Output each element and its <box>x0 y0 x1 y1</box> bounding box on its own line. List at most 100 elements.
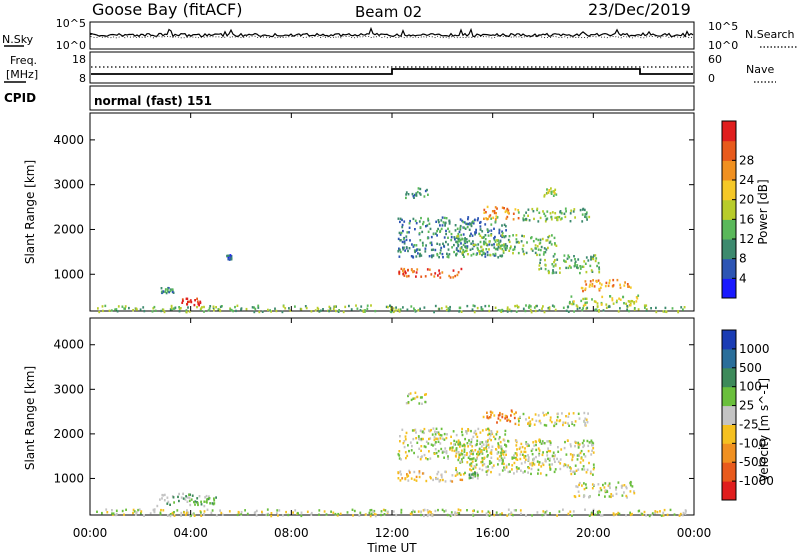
velocity-cell <box>519 457 522 461</box>
power-cell <box>411 192 414 196</box>
velocity-cell <box>659 510 661 513</box>
velocity-cell <box>437 431 440 434</box>
velocity-cell <box>163 499 166 502</box>
velocity-colorbar-cell <box>722 367 736 388</box>
velocity-cell <box>669 508 672 512</box>
power-cell <box>513 248 516 251</box>
velocity-cell <box>409 441 412 444</box>
power-cell <box>447 243 449 246</box>
velocity-ytick-label: 2000 <box>53 427 84 441</box>
power-cell <box>521 234 523 238</box>
velocity-cell <box>519 446 522 449</box>
velocity-cell <box>418 402 421 405</box>
velocity-cell <box>481 459 484 462</box>
power-cell <box>456 273 459 277</box>
velocity-cell <box>133 510 136 513</box>
power-cell <box>665 310 668 314</box>
velocity-cell <box>454 474 457 477</box>
power-cell <box>460 310 463 313</box>
power-cell <box>438 221 440 224</box>
power-cell <box>484 234 487 237</box>
power-cell <box>433 275 436 278</box>
power-cell <box>567 305 570 308</box>
velocity-cell <box>472 452 474 456</box>
power-cell <box>508 240 511 244</box>
power-cell <box>576 266 578 269</box>
velocity-cell <box>490 461 493 464</box>
velocity-cell <box>515 457 518 461</box>
power-cell <box>494 235 496 239</box>
power-cell <box>506 244 508 248</box>
power-cell <box>629 286 632 289</box>
velocity-cell <box>599 487 602 490</box>
power-cell <box>597 261 600 265</box>
velocity-cell <box>476 439 479 442</box>
velocity-cell <box>169 513 172 516</box>
power-cell <box>554 212 557 215</box>
power-cell <box>489 214 492 217</box>
velocity-cell <box>485 428 488 431</box>
power-cell <box>397 250 400 253</box>
velocity-cell <box>479 441 482 444</box>
power-cell <box>552 265 555 268</box>
power-cell <box>185 309 188 312</box>
power-cell <box>253 310 256 314</box>
velocity-cell <box>437 508 439 512</box>
power-cell <box>550 190 553 193</box>
power-cell <box>478 232 481 236</box>
power-cell <box>537 248 540 251</box>
power-scatter-region <box>181 297 202 307</box>
power-cell <box>563 212 566 215</box>
power-cell <box>488 309 491 313</box>
velocity-cell <box>409 512 412 515</box>
power-cell <box>550 243 553 246</box>
power-cell <box>335 309 337 313</box>
velocity-cell <box>625 494 628 498</box>
velocity-scatter-region <box>454 438 595 477</box>
power-cell <box>446 255 449 258</box>
power-cell <box>584 287 587 290</box>
velocity-cell <box>121 509 124 513</box>
power-cell <box>402 269 404 272</box>
power-cell <box>543 195 546 198</box>
velocity-cell <box>482 415 485 419</box>
power-cell <box>470 232 472 235</box>
power-cell <box>586 301 588 304</box>
velocity-cell <box>162 494 165 497</box>
power-cell <box>556 258 559 261</box>
velocity-cell <box>219 509 221 512</box>
power-cell <box>392 307 395 310</box>
power-cell <box>555 193 558 196</box>
velocity-cell <box>472 473 475 476</box>
power-cell <box>457 232 460 236</box>
power-cell <box>539 261 541 264</box>
power-cell <box>364 310 366 313</box>
velocity-cell <box>488 462 491 465</box>
velocity-cell <box>431 514 434 518</box>
velocity-cell <box>547 447 549 450</box>
velocity-cell <box>503 456 506 459</box>
power-cell <box>436 234 438 237</box>
power-cell <box>485 248 488 251</box>
velocity-cell <box>190 514 192 517</box>
velocity-cell <box>369 509 372 512</box>
power-cell <box>582 265 585 268</box>
power-cell <box>421 230 424 234</box>
velocity-colorbar-frame <box>721 329 737 501</box>
noise-sky-line <box>90 26 694 38</box>
velocity-cell <box>537 414 540 417</box>
power-cell <box>490 229 493 232</box>
velocity-cell <box>474 444 477 447</box>
velocity-cell <box>470 449 472 453</box>
velocity-cell <box>497 451 500 454</box>
velocity-cell <box>417 435 420 438</box>
velocity-cell <box>600 488 603 492</box>
power-cell <box>662 310 665 313</box>
velocity-cell <box>625 485 628 489</box>
velocity-colorbar-tick-label: 500 <box>739 361 762 375</box>
velocity-cell <box>485 440 487 443</box>
power-cell <box>397 217 400 220</box>
power-cell <box>419 239 422 242</box>
power-cell <box>622 295 625 299</box>
velocity-cell <box>505 453 507 456</box>
